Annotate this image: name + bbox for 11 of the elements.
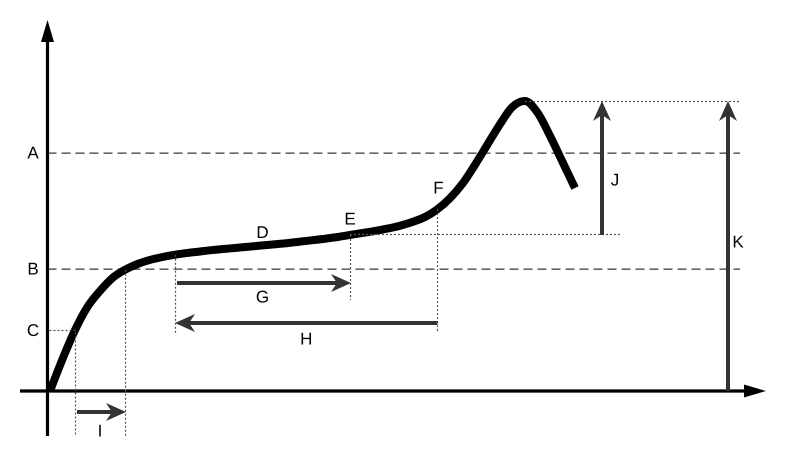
text: I: [98, 422, 102, 440]
ref-line-label: A: [27, 144, 40, 163]
annotation: H: [300, 330, 312, 348]
text: C: [26, 321, 40, 340]
annotation: D: [256, 222, 269, 242]
text: J: [610, 170, 620, 190]
text: K: [732, 232, 744, 252]
annotation: E: [344, 209, 356, 228]
ref-line-label: B: [27, 260, 39, 279]
annotation: G: [256, 288, 270, 306]
annotation: F: [433, 178, 444, 198]
